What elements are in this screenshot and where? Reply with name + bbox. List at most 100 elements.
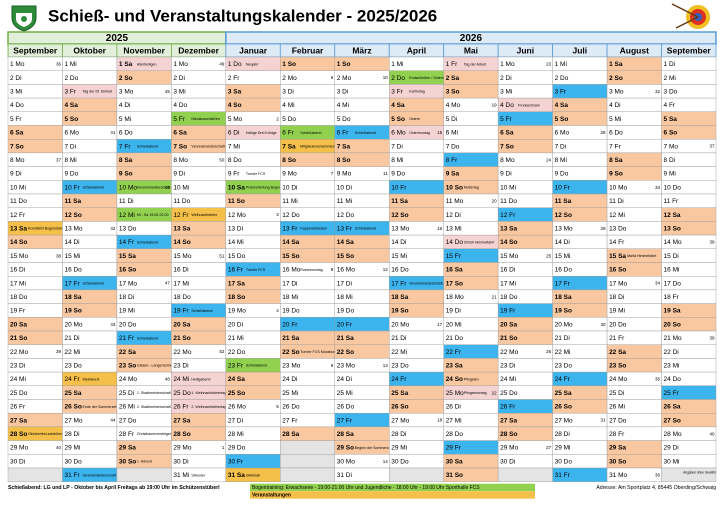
empty-cell bbox=[116, 467, 172, 482]
day-label: 16 Mo bbox=[337, 267, 355, 274]
day-label: 21 Di bbox=[391, 335, 406, 342]
day-label: 12 Fr bbox=[500, 212, 516, 219]
day-label: 19 Fr bbox=[10, 308, 26, 315]
day-label: 25 Do bbox=[500, 390, 518, 397]
day-label: 25 So bbox=[228, 390, 245, 397]
event-note: Oktoberfest-schießen bbox=[28, 432, 62, 436]
day-label: 20 Sa bbox=[10, 321, 27, 328]
day-label: 9 Mo bbox=[337, 171, 352, 178]
day-label: 16 Sa bbox=[446, 267, 463, 274]
day-label: 14 Fr bbox=[119, 239, 135, 246]
day-label: 25 Di bbox=[119, 390, 134, 397]
day-label: 21 Fr bbox=[119, 335, 135, 342]
day-label: 6 Do bbox=[119, 130, 133, 137]
day-label: 24 Fr bbox=[391, 376, 407, 383]
month-name: September bbox=[13, 45, 58, 55]
week-number: 45 bbox=[165, 89, 171, 94]
day-label: 1 Sa bbox=[609, 61, 623, 68]
day-label: 22 Do bbox=[228, 349, 246, 356]
empty-cell bbox=[280, 454, 335, 469]
footer-address: Adresse: Am Sportplatz 4, 85445 Oberding… bbox=[596, 485, 716, 491]
day-label: 30 Sa bbox=[446, 458, 463, 465]
day-label: 15 Mi bbox=[64, 253, 80, 260]
day-label: 21 Mi bbox=[228, 335, 244, 342]
day-label: 8 So bbox=[282, 157, 296, 164]
day-label: 31 Sa bbox=[228, 472, 245, 479]
day-label: 4 Sa bbox=[555, 102, 569, 109]
day-label: 15 Mo bbox=[10, 253, 28, 260]
day-label: 17 Di bbox=[282, 280, 297, 287]
day-label: 9 Do bbox=[391, 171, 405, 178]
day-label: 28 So bbox=[173, 431, 190, 438]
day-label: 29 Fr bbox=[446, 445, 462, 452]
event-note: Christbaumversteigerung bbox=[137, 432, 177, 436]
day-label: 12 So bbox=[555, 212, 572, 219]
week-number: 31 bbox=[601, 418, 607, 423]
month-name: April bbox=[407, 45, 426, 55]
day-label: 23 Di bbox=[173, 362, 188, 369]
day-label: 19 Fr bbox=[500, 308, 516, 315]
week-number: 38 bbox=[709, 240, 715, 245]
day-label: 9 Do bbox=[64, 171, 78, 178]
week-number: 42 bbox=[110, 226, 116, 231]
day-label: 31 Fr bbox=[555, 472, 571, 479]
day-label: 26 Fr bbox=[173, 404, 189, 411]
day-label: 13 So bbox=[664, 225, 681, 232]
day-label: 2 So bbox=[609, 75, 623, 82]
day-label: 28 Di bbox=[391, 431, 406, 438]
day-label: 8 Mo bbox=[10, 157, 25, 164]
event-note: Vereinsmeisterschaft bbox=[137, 186, 170, 190]
day-label: 31 Fr bbox=[64, 472, 80, 479]
week-number: 1 bbox=[222, 445, 225, 450]
day-label: 2 Sa bbox=[446, 75, 460, 82]
day-label: 18 Sa bbox=[555, 294, 572, 301]
day-label: 24 Fr bbox=[64, 376, 80, 383]
day-label: 5 Di bbox=[446, 116, 458, 123]
day-label: 27 Fr bbox=[282, 417, 298, 424]
day-label: 6 Sa bbox=[500, 130, 514, 137]
day-label: 25 Sa bbox=[64, 390, 81, 397]
day-label: 22 Mi bbox=[64, 349, 80, 356]
event-note: 1. Stadtmeisterschaft bbox=[137, 391, 171, 395]
day-label: 13 Fr bbox=[282, 225, 298, 232]
month-name: März bbox=[352, 45, 371, 55]
day-label: 23 Do bbox=[555, 362, 573, 369]
day-label: 1 Mo bbox=[173, 61, 188, 68]
day-label: 12 Mo bbox=[228, 212, 246, 219]
day-label: 22 Mi bbox=[555, 349, 571, 356]
day-label: 17 Mo bbox=[119, 280, 137, 287]
day-label: 14 So bbox=[10, 239, 27, 246]
week-number: 52 bbox=[219, 349, 225, 354]
day-label: 10 Sa bbox=[228, 184, 245, 191]
day-label: 4 Di bbox=[119, 102, 131, 109]
week-number: 22 bbox=[492, 390, 498, 395]
event-note: Mariä Himmelfahrt bbox=[627, 254, 656, 258]
day-label: 29 Mo bbox=[500, 445, 518, 452]
day-label: 30 So bbox=[609, 458, 626, 465]
event-note: Ostern bbox=[409, 117, 420, 121]
day-label: 10 Mo bbox=[609, 184, 627, 191]
event-note: Pfingsten bbox=[464, 377, 479, 381]
day-label: 7 Sa bbox=[337, 143, 351, 150]
day-label: 10 Di bbox=[282, 184, 297, 191]
day-label: 14 Mi bbox=[228, 239, 244, 246]
event-note: 1. Weihnachtsfeiertag bbox=[191, 391, 226, 395]
day-label: 15 Mo bbox=[173, 253, 191, 260]
event-note: Neujahr bbox=[246, 62, 259, 66]
day-label: 22 Sa bbox=[609, 349, 626, 356]
day-label: 1 Mo bbox=[500, 61, 515, 68]
day-label: 15 Mi bbox=[555, 253, 571, 260]
day-label: 27 Mo bbox=[64, 417, 82, 424]
day-label: 2 Mo bbox=[337, 75, 352, 82]
day-label: 29 So bbox=[337, 445, 354, 452]
event-note: Rosenmontag bbox=[300, 268, 322, 272]
day-label: 27 So bbox=[664, 417, 681, 424]
day-label: 1 Mi bbox=[64, 61, 76, 68]
day-label: 23 So bbox=[119, 362, 136, 369]
week-number: 28 bbox=[601, 130, 607, 135]
day-label: 3 Fr bbox=[555, 88, 567, 95]
week-number: 11 bbox=[383, 171, 388, 176]
day-label: 6 Do bbox=[609, 130, 623, 137]
day-label: 8 Mi bbox=[64, 157, 76, 164]
day-label: 14 Sa bbox=[282, 239, 299, 246]
